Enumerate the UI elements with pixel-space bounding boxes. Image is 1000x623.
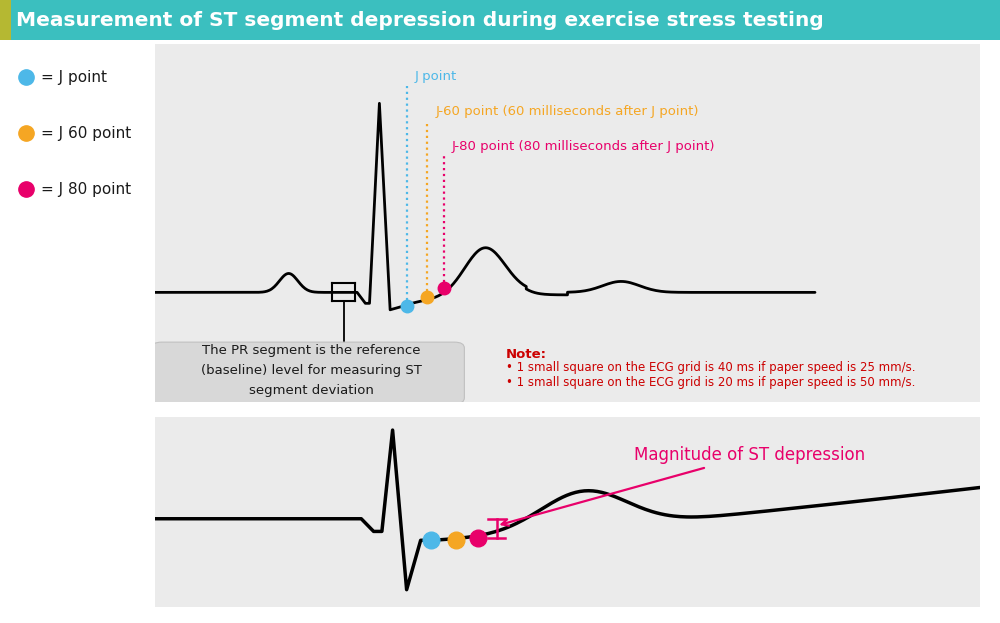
Text: • 1 small square on the ECG grid is 20 ms if paper speed is 50 mm/s.: • 1 small square on the ECG grid is 20 m… [506, 376, 915, 389]
Text: = J point: = J point [41, 70, 107, 85]
Text: Note:: Note: [506, 348, 547, 361]
Text: = J 60 point: = J 60 point [41, 126, 131, 141]
Bar [0, 0, 11, 40]
Text: J-80 point (80 milliseconds after J point): J-80 point (80 milliseconds after J poin… [452, 140, 716, 153]
Text: J point: J point [415, 70, 457, 83]
Text: Measurement of ST segment depression during exercise stress testing: Measurement of ST segment depression dur… [16, 11, 824, 30]
FancyBboxPatch shape [147, 416, 987, 610]
Text: J-60 point (60 milliseconds after J point): J-60 point (60 milliseconds after J poin… [436, 105, 699, 118]
FancyBboxPatch shape [147, 39, 987, 407]
Text: Magnitude of ST depression: Magnitude of ST depression [502, 447, 865, 526]
Text: The PR segment is the reference
(baseline) level for measuring ST
segment deviat: The PR segment is the reference (baselin… [201, 345, 422, 397]
Text: • 1 small square on the ECG grid is 40 ms if paper speed is 25 mm/s.: • 1 small square on the ECG grid is 40 m… [506, 361, 915, 374]
Text: = J 80 point: = J 80 point [41, 182, 131, 197]
FancyBboxPatch shape [152, 342, 464, 404]
